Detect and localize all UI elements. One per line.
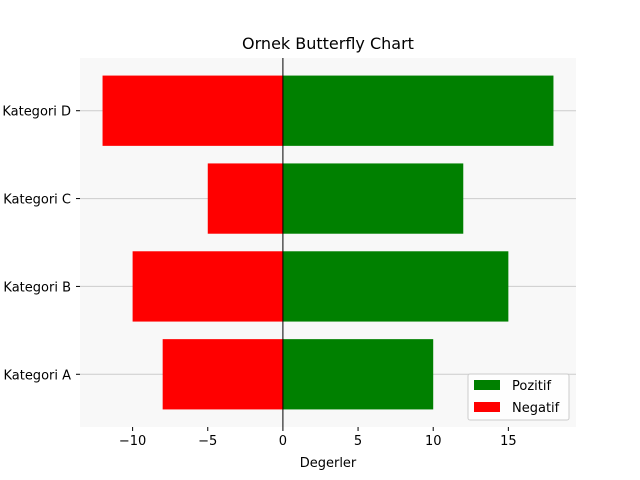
legend: Pozitif Negatif	[467, 373, 570, 421]
bar-pozitif-kategori-b	[282, 251, 509, 322]
y-axis-ticks: Kategori A Kategori B Kategori C Kategori D	[2, 105, 80, 383]
bars	[102, 75, 554, 410]
x-tick-label: −5	[198, 434, 217, 449]
x-axis-ticks: −10 −5 0 5 10 15	[119, 427, 517, 449]
x-axis-label: Degerler	[300, 456, 357, 471]
bar-pozitif-kategori-a	[282, 339, 434, 410]
chart-title: Ornek Butterfly Chart	[242, 34, 414, 53]
y-tick-label: Kategori C	[3, 193, 71, 208]
y-tick-label: Kategori D	[2, 105, 71, 120]
x-tick-label: 5	[354, 434, 362, 449]
bar-negatif-kategori-b	[132, 251, 283, 322]
x-tick-label: −10	[119, 434, 146, 449]
y-tick-label: Kategori A	[3, 368, 71, 383]
legend-label-pozitif: Pozitif	[512, 379, 551, 394]
bar-pozitif-kategori-d	[282, 75, 554, 146]
legend-swatch-negatif	[474, 402, 500, 412]
legend-label-negatif: Negatif	[512, 401, 560, 416]
legend-swatch-pozitif	[474, 380, 500, 390]
x-tick-label: 10	[425, 434, 442, 449]
bar-negatif-kategori-a	[162, 339, 283, 410]
bar-pozitif-kategori-c	[282, 163, 464, 234]
bar-negatif-kategori-c	[207, 163, 283, 234]
x-tick-label: 0	[279, 434, 287, 449]
bar-negatif-kategori-d	[102, 75, 283, 146]
y-tick-label: Kategori B	[3, 280, 71, 295]
x-tick-label: 15	[500, 434, 517, 449]
